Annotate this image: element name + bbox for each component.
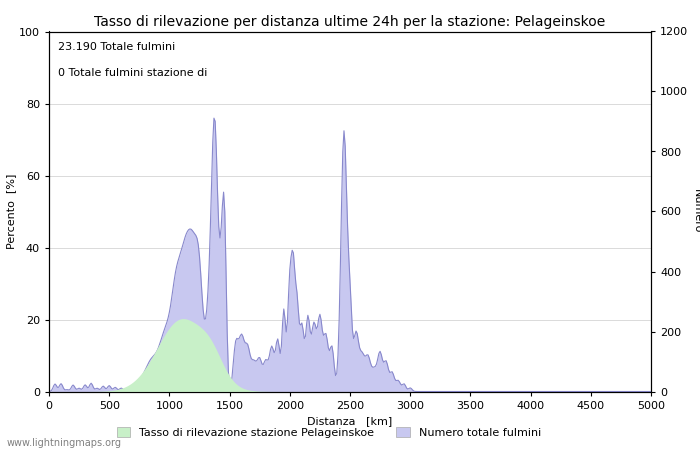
Text: 23.190 Totale fulmini: 23.190 Totale fulmini bbox=[58, 42, 175, 52]
Y-axis label: Numero: Numero bbox=[692, 189, 700, 234]
Title: Tasso di rilevazione per distanza ultime 24h per la stazione: Pelageinskoe: Tasso di rilevazione per distanza ultime… bbox=[94, 15, 606, 29]
Text: www.lightningmaps.org: www.lightningmaps.org bbox=[7, 438, 122, 448]
X-axis label: Distanza   [km]: Distanza [km] bbox=[307, 416, 393, 426]
Text: 0 Totale fulmini stazione di: 0 Totale fulmini stazione di bbox=[58, 68, 207, 77]
Legend: Tasso di rilevazione stazione Pelageinskoe, Numero totale fulmini: Tasso di rilevazione stazione Pelageinsk… bbox=[113, 423, 545, 442]
Y-axis label: Percento  [%]: Percento [%] bbox=[6, 174, 16, 249]
